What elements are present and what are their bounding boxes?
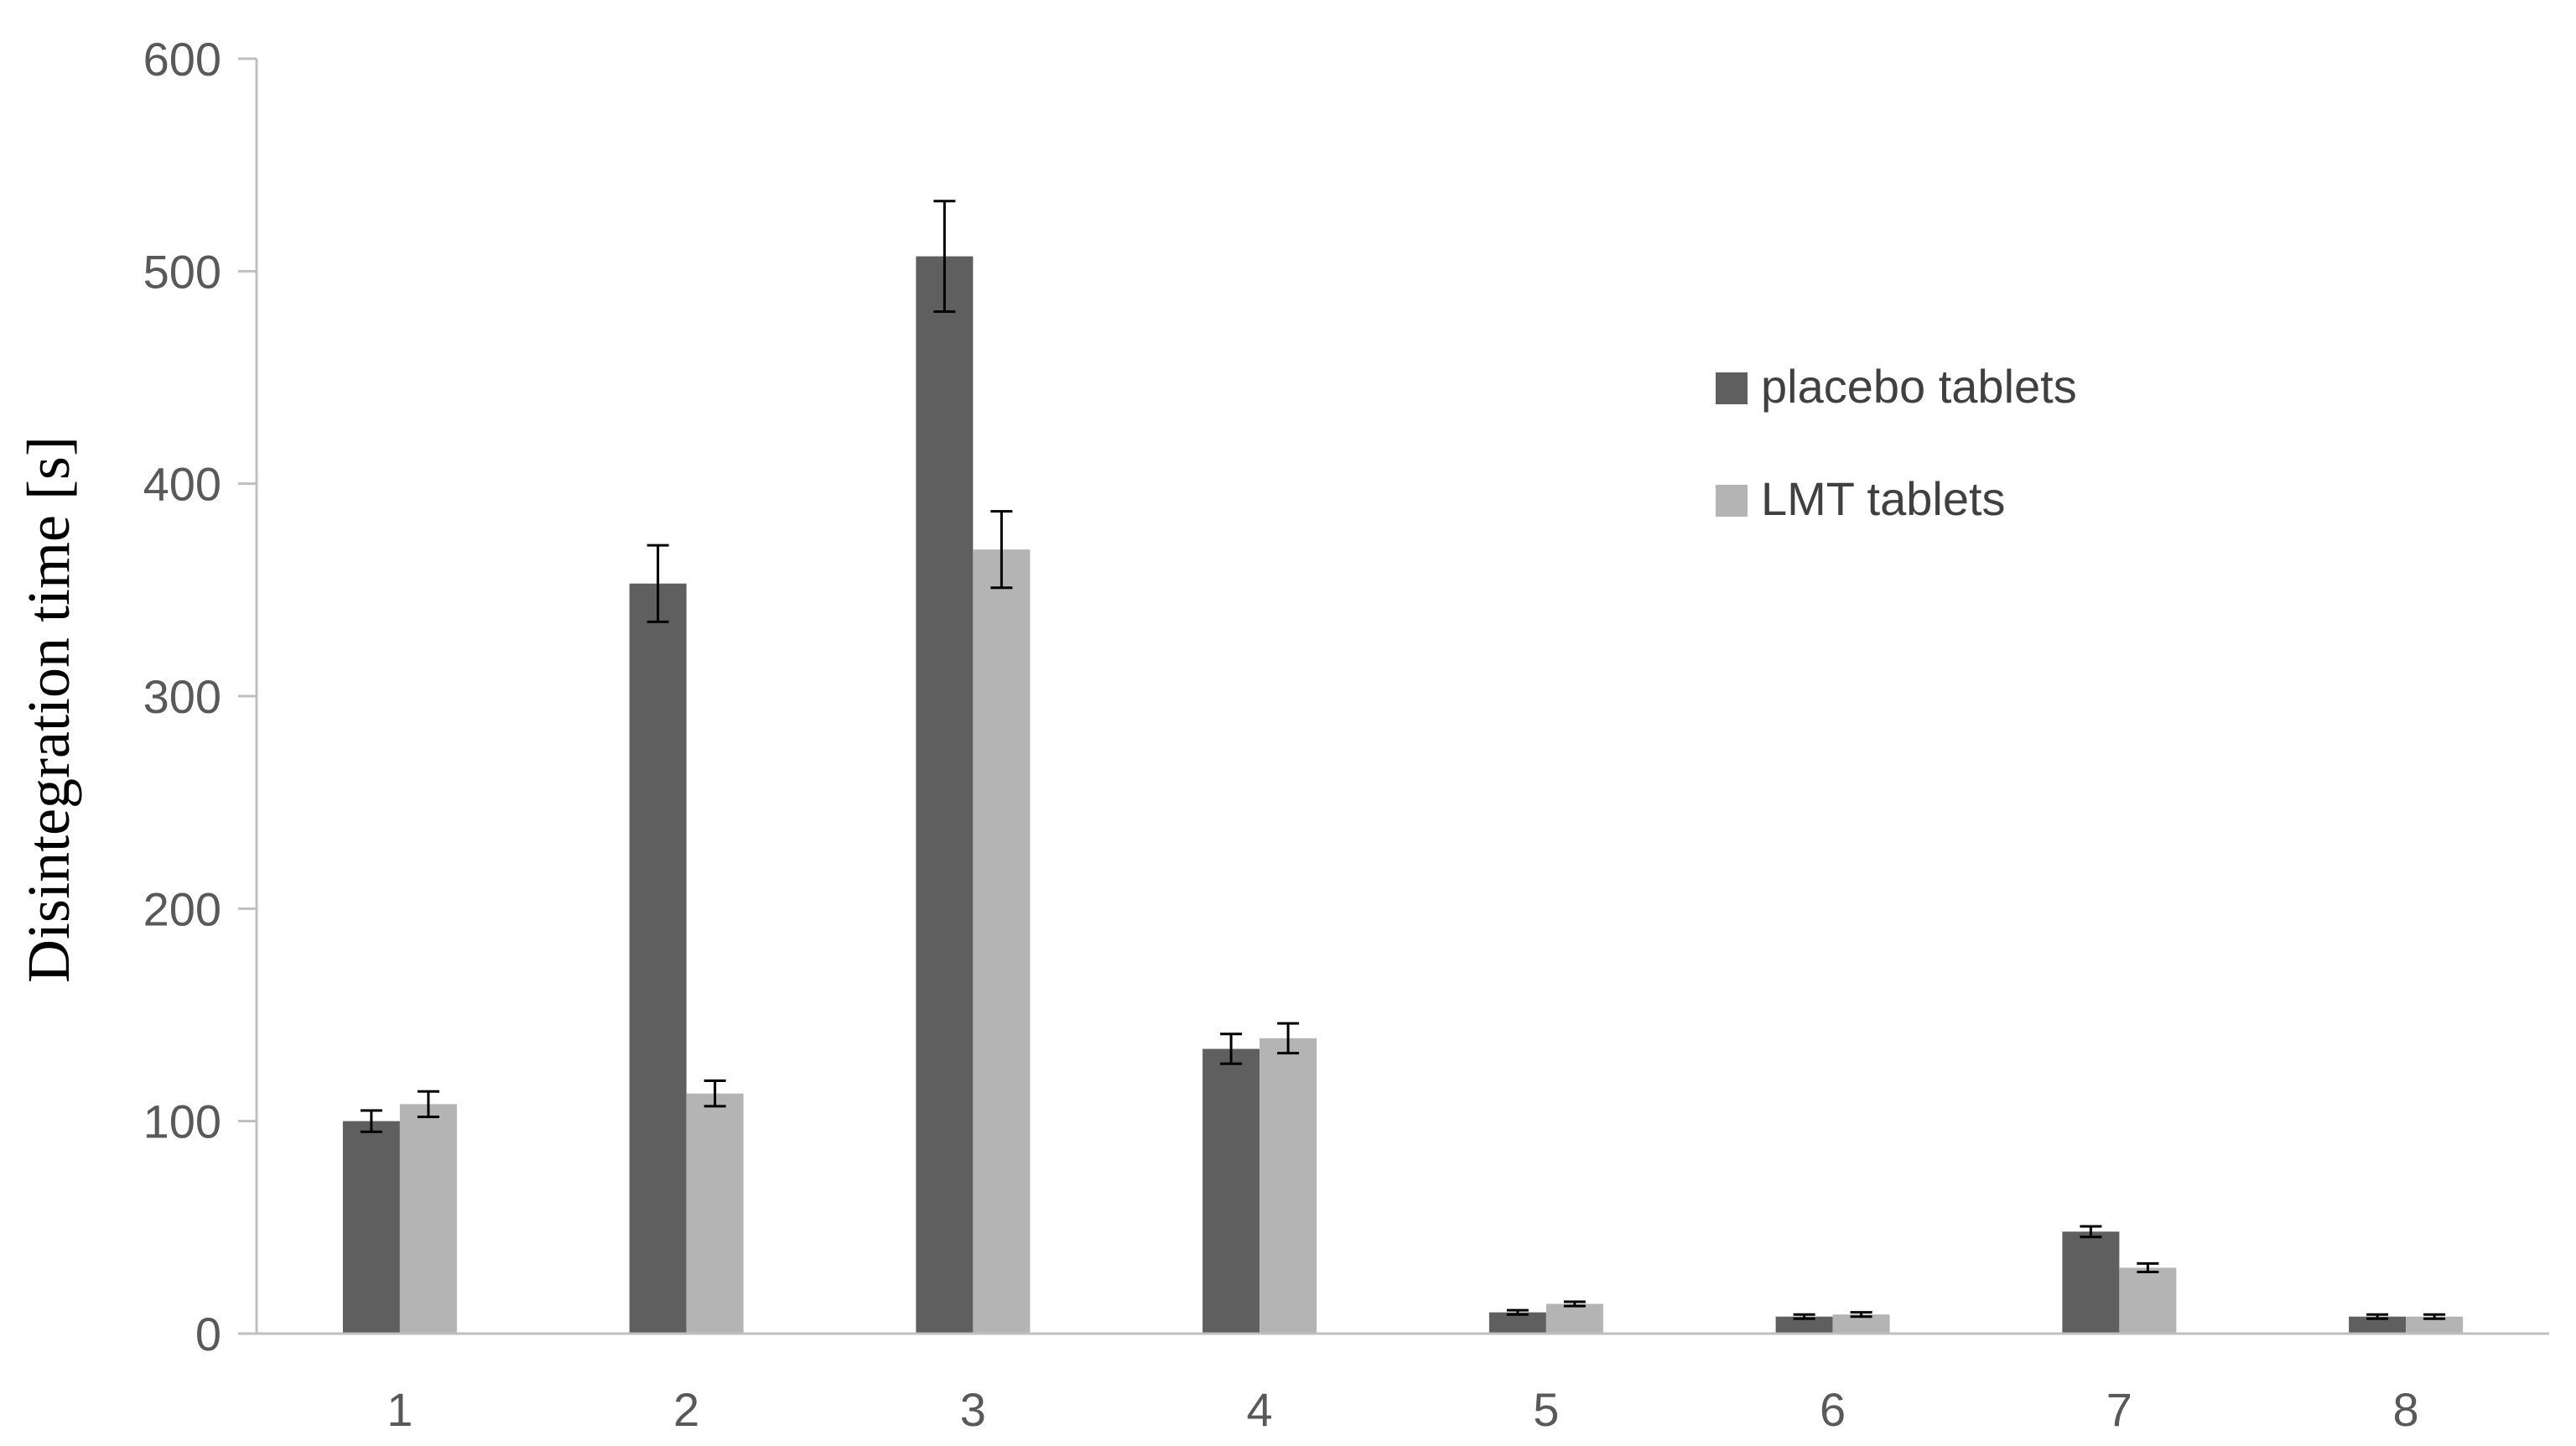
y-tick-label: 300: [143, 670, 221, 723]
x-tick-label: 3: [960, 1383, 986, 1436]
x-tick-label: 6: [1820, 1383, 1846, 1436]
bar-series-2-category-6: [1832, 1314, 1890, 1334]
bar-series-1-category-5: [1488, 1312, 1546, 1334]
bar-series-1-category-2: [629, 583, 687, 1334]
x-tick-label: 2: [673, 1383, 699, 1436]
y-tick-label: 600: [143, 33, 221, 86]
x-tick-label: 1: [387, 1383, 413, 1436]
bars-layer: [342, 256, 2464, 1334]
x-tick-label: 5: [1533, 1383, 1559, 1436]
legend: placebo tablets LMT tablets: [1716, 360, 2077, 525]
bar-series-2-category-1: [399, 1104, 457, 1334]
error-bars-layer: [360, 200, 2446, 1320]
y-tick-label: 0: [195, 1308, 221, 1360]
bar-series-2-category-4: [1259, 1038, 1317, 1334]
bar-series-1-category-4: [1202, 1048, 1260, 1334]
bar-series-2-category-5: [1545, 1303, 1603, 1334]
x-ticks: 1 2 3 4 5 6 7 8: [387, 1383, 2418, 1436]
y-ticks: 0 100 200 300 400 500 600: [143, 33, 257, 1360]
y-tick-label: 100: [143, 1095, 221, 1148]
bar-series-1-category-7: [2062, 1231, 2120, 1334]
bar-series-1-category-8: [2349, 1316, 2407, 1334]
x-tick-label: 7: [2106, 1383, 2132, 1436]
axes-layer: [255, 59, 2549, 1335]
legend-label-2: LMT tablets: [1761, 472, 2006, 525]
x-tick-label: 8: [2393, 1383, 2419, 1436]
y-tick-label: 400: [143, 458, 221, 511]
bar-series-1-category-6: [1775, 1316, 1833, 1334]
bar-series-2-category-2: [686, 1093, 744, 1334]
bar-series-2-category-8: [2406, 1316, 2464, 1334]
bar-series-2-category-3: [973, 549, 1031, 1334]
bar-series-1-category-1: [342, 1121, 400, 1334]
x-tick-label: 4: [1247, 1383, 1273, 1436]
legend-swatch-2: [1716, 485, 1748, 517]
bar-series-2-category-7: [2119, 1267, 2177, 1334]
y-tick-label: 200: [143, 882, 221, 935]
legend-label-1: placebo tablets: [1761, 360, 2077, 413]
legend-swatch-1: [1716, 372, 1748, 404]
y-tick-label: 500: [143, 245, 221, 298]
bar-series-1-category-3: [916, 256, 974, 1334]
y-axis-title: Disintegration time [s]: [15, 436, 82, 983]
